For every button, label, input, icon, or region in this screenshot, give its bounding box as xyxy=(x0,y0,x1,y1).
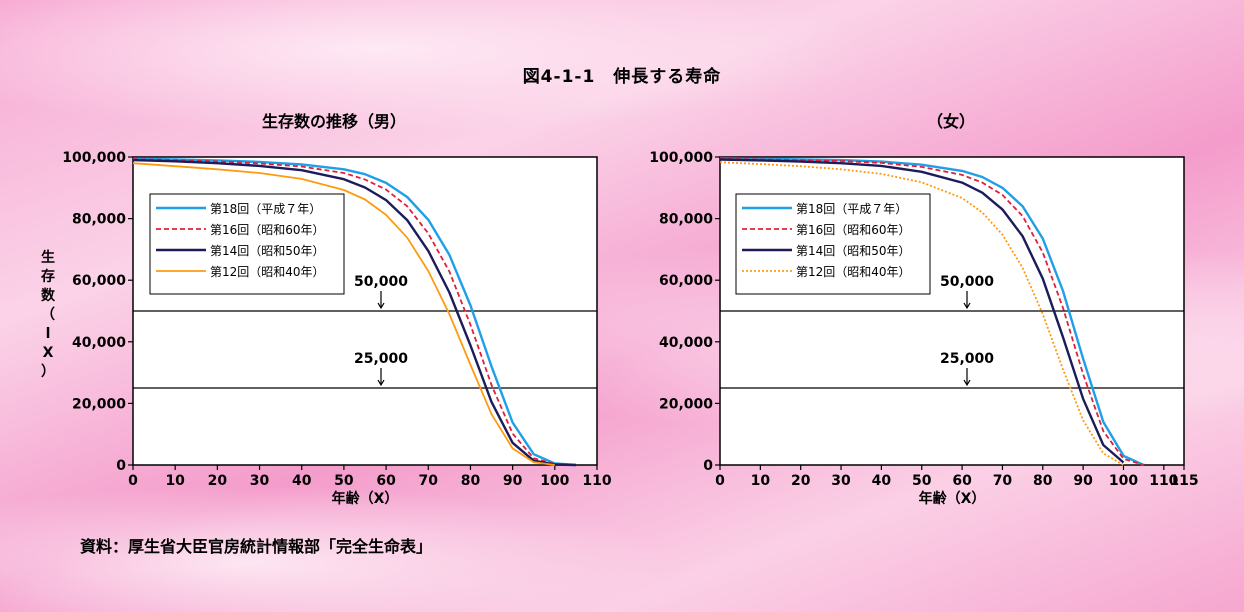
x-tick-label: 30 xyxy=(831,473,851,489)
legend-entry: 第16回（昭和60年） xyxy=(210,223,325,237)
x-tick-label: 115 xyxy=(1169,473,1198,489)
x-tick-label: 90 xyxy=(503,473,523,489)
legend-entry: 第12回（昭和40年） xyxy=(796,265,911,279)
x-tick-label: 90 xyxy=(1073,473,1093,489)
y-tick-label: 20,000 xyxy=(659,396,713,412)
reference-arrowhead xyxy=(377,379,385,387)
series-line xyxy=(132,158,576,467)
y-axis-label-char: X xyxy=(43,345,54,361)
reference-line-label: 25,000 xyxy=(354,351,408,367)
x-tick-label: 60 xyxy=(952,473,972,489)
x-tick-label: 80 xyxy=(1033,473,1053,489)
legend-box xyxy=(735,193,931,295)
reference-arrowhead xyxy=(963,379,971,387)
x-tick-label: 20 xyxy=(791,473,811,489)
x-tick-label: 20 xyxy=(208,473,228,489)
reference-line-label: 50,000 xyxy=(940,274,994,290)
y-axis-label-char: 生 xyxy=(41,249,55,266)
series-line xyxy=(719,161,1124,466)
x-tick-label: 40 xyxy=(872,473,892,489)
x-tick-label: 100 xyxy=(540,473,569,489)
x-axis-label: 年齢（X） xyxy=(332,490,399,507)
y-axis-label-char: 数 xyxy=(41,287,56,304)
y-tick-label: 80,000 xyxy=(659,212,713,228)
y-tick-label: 100,000 xyxy=(649,150,713,166)
y-tick-label: 0 xyxy=(116,458,126,474)
x-tick-label: 50 xyxy=(334,473,354,489)
y-tick-label: 40,000 xyxy=(659,335,713,351)
y-tick-label: 60,000 xyxy=(72,273,126,289)
series-line xyxy=(132,162,555,466)
x-tick-label: 70 xyxy=(419,473,439,489)
legend-entry: 第12回（昭和40年） xyxy=(210,265,325,279)
y-axis-label-char: （ xyxy=(41,307,55,323)
series-line xyxy=(719,157,1144,466)
series-line xyxy=(719,158,1125,464)
chart-subtitle-male: 生存数の推移（男） xyxy=(262,112,407,131)
legend-box xyxy=(149,193,345,295)
series-line xyxy=(132,157,576,467)
x-tick-label: 10 xyxy=(751,473,771,489)
y-tick-label: 100,000 xyxy=(62,150,126,166)
x-tick-label: 0 xyxy=(715,473,725,489)
y-tick-label: 80,000 xyxy=(72,212,126,228)
y-axis-label-char: l xyxy=(46,326,51,342)
reference-line-label: 50,000 xyxy=(354,274,408,290)
y-tick-label: 40,000 xyxy=(72,335,126,351)
legend-entry: 第18回（平成７年） xyxy=(210,202,321,216)
y-tick-label: 60,000 xyxy=(659,273,713,289)
x-tick-label: 60 xyxy=(376,473,396,489)
legend-entry: 第16回（昭和60年） xyxy=(796,223,911,237)
x-tick-label: 10 xyxy=(165,473,185,489)
x-tick-label: 0 xyxy=(128,473,138,489)
x-tick-label: 70 xyxy=(993,473,1013,489)
legend-entry: 第18回（平成７年） xyxy=(796,202,907,216)
x-tick-label: 40 xyxy=(292,473,312,489)
x-axis-label: 年齢（X） xyxy=(919,490,986,507)
x-tick-label: 50 xyxy=(912,473,932,489)
x-tick-label: 100 xyxy=(1109,473,1138,489)
y-axis-label-char: ） xyxy=(41,364,55,380)
series-line xyxy=(132,158,576,466)
y-tick-label: 0 xyxy=(703,458,713,474)
x-tick-label: 80 xyxy=(461,473,481,489)
y-tick-label: 20,000 xyxy=(72,396,126,412)
legend-entry: 第14回（昭和50年） xyxy=(796,244,911,258)
x-tick-label: 110 xyxy=(582,473,611,489)
reference-line-label: 25,000 xyxy=(940,351,994,367)
x-tick-label: 30 xyxy=(250,473,270,489)
source-note: 資料：厚生省大臣官房統計情報部「完全生命表」 xyxy=(80,537,433,556)
x-tick-label: 110 xyxy=(1149,473,1178,489)
y-axis-label-char: 存 xyxy=(41,268,55,285)
reference-arrowhead xyxy=(377,302,385,310)
reference-arrowhead xyxy=(963,302,971,310)
legend-entry: 第14回（昭和50年） xyxy=(210,244,325,258)
chart-subtitle-female: （女） xyxy=(927,112,976,131)
figure-title: 図4-1-1 伸長する寿命 xyxy=(522,67,722,87)
